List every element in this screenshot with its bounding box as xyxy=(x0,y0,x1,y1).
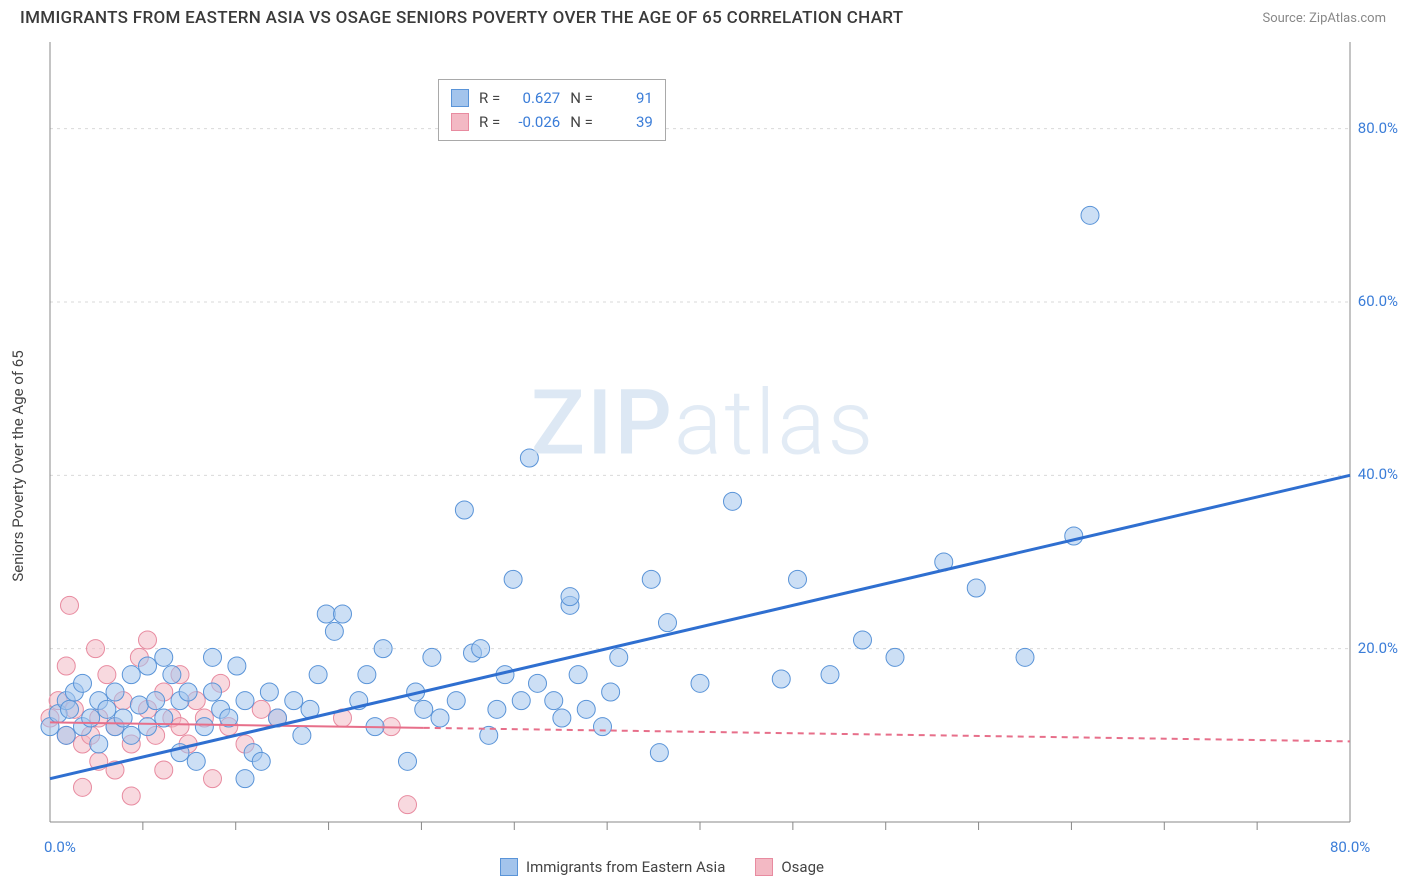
series2-swatch xyxy=(451,113,469,131)
stats-row-series2: R = -0.026 N = 39 xyxy=(451,110,653,134)
r-label: R = xyxy=(479,86,500,110)
series2-n-value: 39 xyxy=(603,110,653,134)
source-label: Source: ZipAtlas.com xyxy=(1262,11,1386,26)
y-tick-label: 20.0% xyxy=(1358,639,1398,657)
chart-title: IMMIGRANTS FROM EASTERN ASIA VS OSAGE SE… xyxy=(20,8,903,28)
chart-area: Seniors Poverty Over the Age of 65 ZIPat… xyxy=(0,32,1406,882)
series1-label: Immigrants from Eastern Asia xyxy=(526,858,725,876)
series1-swatch xyxy=(500,858,518,876)
stats-row-series1: R = 0.627 N = 91 xyxy=(451,86,653,110)
r-label: R = xyxy=(479,110,500,134)
series2-label: Osage xyxy=(781,858,824,876)
legend-item-series1: Immigrants from Eastern Asia xyxy=(500,858,725,876)
y-tick-label: 60.0% xyxy=(1358,292,1398,310)
bottom-legend: Immigrants from Eastern Asia Osage xyxy=(500,858,824,876)
series1-r-value: 0.627 xyxy=(510,86,560,110)
series2-r-value: -0.026 xyxy=(510,110,560,134)
stats-legend-box: R = 0.627 N = 91 R = -0.026 N = 39 xyxy=(438,79,666,141)
series1-n-value: 91 xyxy=(603,86,653,110)
legend-item-series2: Osage xyxy=(755,858,824,876)
x-tick-label: 0.0% xyxy=(44,838,76,856)
series2-swatch xyxy=(755,858,773,876)
scatter-plot xyxy=(0,32,1406,882)
n-label: N = xyxy=(570,86,593,110)
n-label: N = xyxy=(570,110,593,134)
series1-swatch xyxy=(451,89,469,107)
y-tick-label: 40.0% xyxy=(1358,465,1398,483)
y-axis-label: Seniors Poverty Over the Age of 65 xyxy=(9,350,27,581)
x-tick-label: 80.0% xyxy=(1330,838,1370,856)
y-tick-label: 80.0% xyxy=(1358,119,1398,137)
